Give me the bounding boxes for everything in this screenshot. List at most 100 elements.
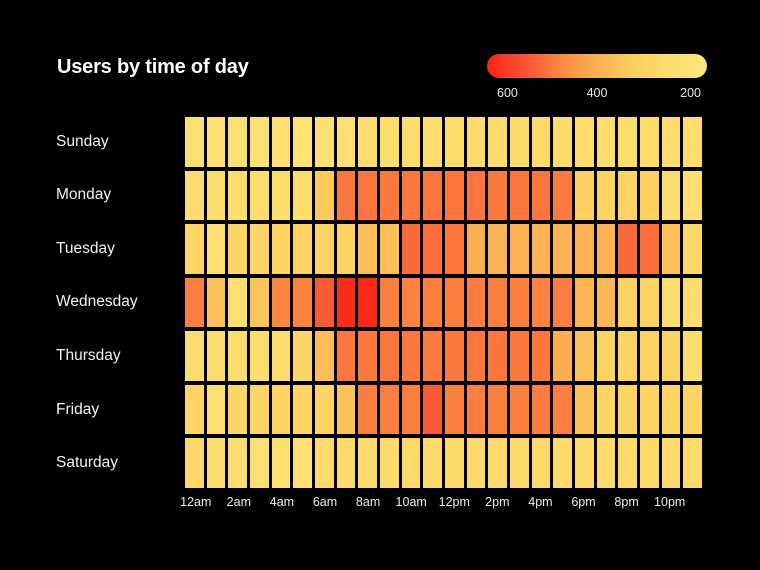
heatmap-cell[interactable]	[423, 117, 442, 167]
heatmap-cell[interactable]	[639, 331, 659, 381]
heatmap-cell[interactable]	[618, 117, 637, 167]
heatmap-cell[interactable]	[228, 384, 247, 435]
heatmap-cell[interactable]	[185, 117, 204, 167]
heatmap-cell[interactable]	[509, 117, 529, 167]
heatmap-cell[interactable]	[358, 438, 377, 488]
heatmap-cell[interactable]	[661, 170, 681, 221]
heatmap-cell[interactable]	[509, 277, 529, 328]
heatmap-cell[interactable]	[228, 438, 247, 488]
heatmap-cell[interactable]	[596, 277, 616, 328]
heatmap-cell[interactable]	[531, 438, 551, 488]
heatmap-cell[interactable]	[618, 438, 637, 488]
heatmap-cell[interactable]	[293, 224, 312, 274]
heatmap-cell[interactable]	[271, 384, 291, 435]
heatmap-cell[interactable]	[314, 170, 334, 221]
heatmap-cell[interactable]	[683, 170, 702, 221]
heatmap-cell[interactable]	[574, 331, 594, 381]
heatmap-cell[interactable]	[336, 117, 356, 167]
heatmap-cell[interactable]	[379, 277, 399, 328]
heatmap-cell[interactable]	[618, 331, 637, 381]
heatmap-cell[interactable]	[271, 224, 291, 274]
heatmap-cell[interactable]	[466, 277, 486, 328]
heatmap-cell[interactable]	[423, 277, 442, 328]
heatmap-cell[interactable]	[531, 224, 551, 274]
heatmap-cell[interactable]	[401, 438, 421, 488]
heatmap-cell[interactable]	[574, 384, 594, 435]
heatmap-cell[interactable]	[249, 277, 269, 328]
heatmap-cell[interactable]	[206, 277, 226, 328]
heatmap-cell[interactable]	[401, 277, 421, 328]
heatmap-cell[interactable]	[336, 170, 356, 221]
heatmap-cell[interactable]	[466, 438, 486, 488]
heatmap-cell[interactable]	[423, 384, 442, 435]
heatmap-cell[interactable]	[249, 384, 269, 435]
heatmap-cell[interactable]	[596, 117, 616, 167]
heatmap-cell[interactable]	[683, 384, 702, 435]
heatmap-cell[interactable]	[488, 277, 507, 328]
heatmap-cell[interactable]	[249, 438, 269, 488]
heatmap-cell[interactable]	[661, 438, 681, 488]
heatmap-cell[interactable]	[488, 384, 507, 435]
heatmap-cell[interactable]	[206, 438, 226, 488]
heatmap-cell[interactable]	[423, 224, 442, 274]
heatmap-cell[interactable]	[314, 331, 334, 381]
heatmap-cell[interactable]	[336, 277, 356, 328]
heatmap-cell[interactable]	[553, 170, 572, 221]
heatmap-cell[interactable]	[444, 384, 464, 435]
heatmap-cell[interactable]	[271, 331, 291, 381]
heatmap-cell[interactable]	[466, 224, 486, 274]
heatmap-cell[interactable]	[293, 384, 312, 435]
heatmap-cell[interactable]	[683, 277, 702, 328]
heatmap-cell[interactable]	[228, 170, 247, 221]
heatmap-cell[interactable]	[509, 170, 529, 221]
heatmap-cell[interactable]	[683, 438, 702, 488]
heatmap-cell[interactable]	[531, 384, 551, 435]
heatmap-cell[interactable]	[249, 331, 269, 381]
heatmap-cell[interactable]	[206, 224, 226, 274]
heatmap-cell[interactable]	[466, 331, 486, 381]
heatmap-cell[interactable]	[444, 117, 464, 167]
heatmap-cell[interactable]	[379, 117, 399, 167]
heatmap-cell[interactable]	[553, 384, 572, 435]
heatmap-cell[interactable]	[228, 331, 247, 381]
heatmap-cell[interactable]	[444, 224, 464, 274]
heatmap-cell[interactable]	[661, 331, 681, 381]
heatmap-cell[interactable]	[358, 384, 377, 435]
heatmap-cell[interactable]	[639, 224, 659, 274]
heatmap-cell[interactable]	[293, 117, 312, 167]
heatmap-cell[interactable]	[618, 384, 637, 435]
heatmap-cell[interactable]	[314, 117, 334, 167]
heatmap-cell[interactable]	[574, 224, 594, 274]
heatmap-cell[interactable]	[401, 117, 421, 167]
heatmap-cell[interactable]	[358, 224, 377, 274]
heatmap-cell[interactable]	[683, 117, 702, 167]
heatmap-cell[interactable]	[423, 438, 442, 488]
heatmap-cell[interactable]	[379, 438, 399, 488]
heatmap-cell[interactable]	[683, 331, 702, 381]
heatmap-cell[interactable]	[509, 438, 529, 488]
heatmap-cell[interactable]	[185, 277, 204, 328]
heatmap-cell[interactable]	[185, 224, 204, 274]
heatmap-cell[interactable]	[358, 277, 377, 328]
heatmap-cell[interactable]	[488, 117, 507, 167]
heatmap-cell[interactable]	[185, 331, 204, 381]
heatmap-cell[interactable]	[531, 331, 551, 381]
heatmap-cell[interactable]	[336, 384, 356, 435]
heatmap-cell[interactable]	[574, 438, 594, 488]
heatmap-cell[interactable]	[531, 277, 551, 328]
heatmap-cell[interactable]	[596, 438, 616, 488]
heatmap-cell[interactable]	[661, 117, 681, 167]
heatmap-cell[interactable]	[639, 438, 659, 488]
heatmap-cell[interactable]	[206, 384, 226, 435]
heatmap-cell[interactable]	[271, 277, 291, 328]
heatmap-cell[interactable]	[639, 117, 659, 167]
heatmap-cell[interactable]	[314, 438, 334, 488]
heatmap-cell[interactable]	[596, 384, 616, 435]
heatmap-cell[interactable]	[401, 170, 421, 221]
heatmap-cell[interactable]	[358, 170, 377, 221]
heatmap-cell[interactable]	[293, 170, 312, 221]
heatmap-cell[interactable]	[185, 384, 204, 435]
heatmap-cell[interactable]	[466, 170, 486, 221]
heatmap-cell[interactable]	[661, 224, 681, 274]
heatmap-cell[interactable]	[553, 117, 572, 167]
